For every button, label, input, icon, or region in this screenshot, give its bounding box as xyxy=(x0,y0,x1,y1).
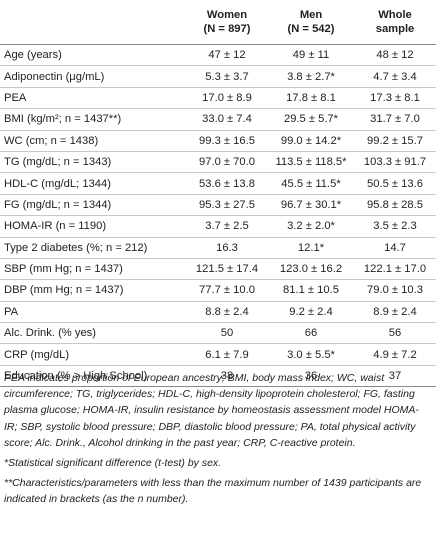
header-blank-cell xyxy=(0,0,186,45)
cell-men: 9.2 ± 2.4 xyxy=(268,301,354,324)
table-row: Alc. Drink. (% yes) 50 66 56 xyxy=(0,322,436,345)
cell-women: 50 xyxy=(186,322,268,345)
cell-women: 3.7 ± 2.5 xyxy=(186,215,268,238)
row-label: HOMA-IR (n = 1190) xyxy=(0,215,186,238)
table-notes: PEA indicates proportion of European anc… xyxy=(4,370,432,512)
table-row: WC (cm; n = 1438) 99.3 ± 16.5 99.0 ± 14.2*… xyxy=(0,130,436,152)
table-row: Education (% > High School) 38 36 37 xyxy=(0,365,436,388)
cell-men: 29.5 ± 5.7* xyxy=(268,108,354,131)
table-row: BMI (kg/m²; n = 1437**) 33.0 ± 7.4 29.5 ± … xyxy=(0,108,436,131)
cell-whole: 37 xyxy=(354,365,436,388)
cell-women: 17.0 ± 8.9 xyxy=(186,87,268,110)
table-row: TG (mg/dL; n = 1343) 97.0 ± 70.0 113.5 ± 1… xyxy=(0,151,436,174)
row-label: FG (mg/dL; n = 1344) xyxy=(0,194,186,217)
row-label: Age (years) xyxy=(0,44,186,67)
table-row: Adiponectin (μg/mL) 5.3 ± 3.7 3.8 ± 2.7* 4.… xyxy=(0,65,436,88)
header-men-title: Men xyxy=(299,9,323,21)
cell-whole: 17.3 ± 8.1 xyxy=(354,87,436,110)
cell-women: 33.0 ± 7.4 xyxy=(186,108,268,131)
table-row: Type 2 diabetes (%; n = 212) 16.3 12.1* 14.… xyxy=(0,237,436,259)
cell-women: 16.3 xyxy=(186,237,268,259)
header-women-title: Women xyxy=(206,9,248,21)
cell-whole: 56 xyxy=(354,322,436,345)
cell-whole: 79.0 ± 10.3 xyxy=(354,279,436,302)
header-whole-title: Whole xyxy=(378,9,412,21)
cell-women: 5.3 ± 3.7 xyxy=(186,65,268,88)
cell-whole: 95.8 ± 28.5 xyxy=(354,194,436,217)
cell-men: 36 xyxy=(268,365,354,388)
cell-whole: 48 ± 12 xyxy=(354,44,436,67)
row-label: HDL-C (mg/dL; 1344) xyxy=(0,172,186,195)
table-row: PA 8.8 ± 2.4 9.2 ± 2.4 8.9 ± 2.4 xyxy=(0,301,436,324)
table-row: Age (years) 47 ± 12 49 ± 11 48 ± 12 xyxy=(0,44,436,67)
cell-women: 77.7 ± 10.0 xyxy=(186,279,268,302)
cell-men: 96.7 ± 30.1* xyxy=(268,194,354,217)
row-label: PA xyxy=(0,301,186,324)
footnote-sample-size: **Characteristics/parameters with less t… xyxy=(4,477,422,506)
header-women: Women (N = 897) xyxy=(186,0,268,45)
cell-whole: 14.7 xyxy=(354,237,436,259)
cell-men: 66 xyxy=(268,322,354,345)
table-row: FG (mg/dL; n = 1344) 95.3 ± 27.5 96.7 ± 30… xyxy=(0,194,436,217)
cell-women: 8.8 ± 2.4 xyxy=(186,301,268,324)
cell-whole: 31.7 ± 7.0 xyxy=(354,108,436,131)
header-men-count: (N = 542) xyxy=(287,23,335,35)
cell-men: 3.2 ± 2.0* xyxy=(268,215,354,238)
cell-whole: 99.2 ± 15.7 xyxy=(354,130,436,152)
cell-women: 99.3 ± 16.5 xyxy=(186,130,268,152)
cell-whole: 3.5 ± 2.3 xyxy=(354,215,436,238)
table-row: HDL-C (mg/dL; 1344) 53.6 ± 13.8 45.5 ± 11.… xyxy=(0,172,436,195)
cell-men: 113.5 ± 118.5* xyxy=(268,151,354,174)
cell-women: 6.1 ± 7.9 xyxy=(186,343,268,366)
row-label: Type 2 diabetes (%; n = 212) xyxy=(0,237,186,259)
table-row: DBP (mm Hg; n = 1437) 77.7 ± 10.0 81.1 ± 1… xyxy=(0,279,436,302)
table-row: CRP (mg/dL) 6.1 ± 7.9 3.0 ± 5.5* 4.9 ± 7.2 xyxy=(0,343,436,366)
cell-men: 123.0 ± 16.2 xyxy=(268,258,354,281)
header-whole-subtitle: sample xyxy=(375,23,415,35)
abbreviations-note: PEA indicates proportion of European anc… xyxy=(4,372,419,449)
cell-men: 81.1 ± 10.5 xyxy=(268,279,354,302)
row-label: SBP (mm Hg; n = 1437) xyxy=(0,258,186,281)
row-label: PEA xyxy=(0,87,186,110)
row-label: BMI (kg/m²; n = 1437**) xyxy=(0,108,186,131)
cell-whole: 122.1 ± 17.0 xyxy=(354,258,436,281)
row-label: Alc. Drink. (% yes) xyxy=(0,322,186,345)
header-whole-sample: Whole sample xyxy=(354,0,436,45)
table-row: PEA 17.0 ± 8.9 17.8 ± 8.1 17.3 ± 8.1 xyxy=(0,87,436,110)
row-label: WC (cm; n = 1438) xyxy=(0,130,186,152)
cell-men: 99.0 ± 14.2* xyxy=(268,130,354,152)
cell-whole: 8.9 ± 2.4 xyxy=(354,301,436,324)
row-label: Adiponectin (μg/mL) xyxy=(0,65,186,88)
cell-men: 45.5 ± 11.5* xyxy=(268,172,354,195)
cell-whole: 50.5 ± 13.6 xyxy=(354,172,436,195)
row-label: Education (% > High School) xyxy=(0,365,186,388)
header-men: Men (N = 542) xyxy=(268,0,354,45)
cell-women: 97.0 ± 70.0 xyxy=(186,151,268,174)
header-women-count: (N = 897) xyxy=(203,23,251,35)
cell-men: 49 ± 11 xyxy=(268,44,354,67)
cell-women: 95.3 ± 27.5 xyxy=(186,194,268,217)
cell-men: 3.8 ± 2.7* xyxy=(268,65,354,88)
cell-women: 121.5 ± 17.4 xyxy=(186,258,268,281)
table-row: SBP (mm Hg; n = 1437) 121.5 ± 17.4 123.0 ±… xyxy=(0,258,436,281)
cell-whole: 4.7 ± 3.4 xyxy=(354,65,436,88)
cell-men: 12.1* xyxy=(268,237,354,259)
table-body: Age (years) 47 ± 12 49 ± 11 48 ± 12 Adiponec… xyxy=(0,44,436,388)
cell-men: 3.0 ± 5.5* xyxy=(268,343,354,366)
table-row: HOMA-IR (n = 1190) 3.7 ± 2.5 3.2 ± 2.0* 3.5… xyxy=(0,215,436,238)
cell-whole: 4.9 ± 7.2 xyxy=(354,343,436,366)
cell-women: 53.6 ± 13.8 xyxy=(186,172,268,195)
row-label: TG (mg/dL; n = 1343) xyxy=(0,151,186,174)
cell-men: 17.8 ± 8.1 xyxy=(268,87,354,110)
cell-women: 38 xyxy=(186,365,268,388)
table-header: Women (N = 897) Men (N = 542) Whole samp… xyxy=(0,0,436,45)
row-label: CRP (mg/dL) xyxy=(0,343,186,366)
row-label: DBP (mm Hg; n = 1437) xyxy=(0,279,186,302)
cell-women: 47 ± 12 xyxy=(186,44,268,67)
characteristics-table: Women (N = 897) Men (N = 542) Whole samp… xyxy=(0,0,436,388)
cell-whole: 103.3 ± 91.7 xyxy=(354,151,436,174)
footnote-significance: *Statistical significant difference (t-t… xyxy=(4,457,222,470)
